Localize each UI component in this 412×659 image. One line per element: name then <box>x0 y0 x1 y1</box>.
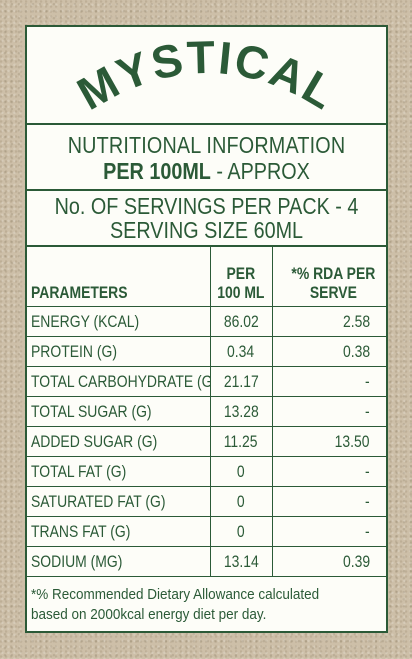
table-row: TOTAL CARBOHYDRATE (G) 21.17 - <box>27 366 386 397</box>
row-per100: 86.02 <box>223 311 259 331</box>
header-per-line2: 100 ML <box>217 283 265 302</box>
row-param: TOTAL CARBOHYDRATE (G) <box>31 371 210 391</box>
header-rda-line2: SERVE <box>309 283 357 302</box>
nutrition-info-basis: PER 100ML - APPROX <box>52 158 361 184</box>
table-header-row: PARAMETERS PER 100 ML *% RDA PER SERVE <box>27 247 386 307</box>
brand-section: MYSTICAL <box>27 27 386 125</box>
footnote-line2: based on 2000kcal energy diet per day. <box>31 606 267 623</box>
row-rda: 13.50 <box>335 431 370 451</box>
row-rda: 2.58 <box>342 311 370 331</box>
row-per100: 13.14 <box>223 551 259 571</box>
table-row: PROTEIN (G) 0.34 0.38 <box>27 336 386 367</box>
row-rda: - <box>365 461 370 481</box>
row-rda: 0.38 <box>342 341 370 361</box>
row-per100: 21.17 <box>223 371 259 391</box>
row-rda: - <box>365 521 370 541</box>
row-rda: - <box>365 401 370 421</box>
table-row: TOTAL FAT (G) 0 - <box>27 456 386 487</box>
brand-name: MYSTICAL <box>68 33 343 117</box>
brand-logo: MYSTICAL <box>68 33 345 117</box>
table-row: ENERGY (KCAL) 86.02 2.58 <box>27 306 386 337</box>
row-param: SATURATED FAT (G) <box>31 491 166 511</box>
table-row: TOTAL SUGAR (G) 13.28 - <box>27 396 386 427</box>
row-param: ENERGY (KCAL) <box>31 311 140 331</box>
basis-bold: PER 100ML <box>103 158 211 184</box>
header-per-100ml: PER 100 ML <box>210 247 273 307</box>
nutrition-table: PARAMETERS PER 100 ML *% RDA PER SERVE ENE… <box>27 247 386 577</box>
row-param: ADDED SUGAR (G) <box>31 431 158 451</box>
table-row: ADDED SUGAR (G) 11.25 13.50 <box>27 426 386 457</box>
table-row: SATURATED FAT (G) 0 - <box>27 486 386 517</box>
header-parameters: PARAMETERS <box>27 247 211 307</box>
row-per100: 11.25 <box>224 431 258 451</box>
header-rda: *% RDA PER SERVE <box>272 247 386 307</box>
row-per100: 0.34 <box>227 341 255 361</box>
table-row: TRANS FAT (G) 0 - <box>27 516 386 547</box>
header-per-line1: PER <box>226 264 256 283</box>
svg-text:MYSTICAL: MYSTICAL <box>68 33 345 117</box>
row-rda: - <box>365 491 370 511</box>
row-per100: 0 <box>237 521 245 541</box>
row-per100: 13.28 <box>223 401 259 421</box>
servings-per-pack: No. OF SERVINGS PER PACK - 4 <box>54 193 359 219</box>
row-param: SODIUM (MG) <box>31 551 123 571</box>
row-per100: 0 <box>237 491 245 511</box>
table-row: SODIUM (MG) 13.14 0.39 <box>27 546 386 577</box>
nutrition-info-header: NUTRITIONAL INFORMATION PER 100ML - APPR… <box>27 125 386 191</box>
nutrition-info-title: NUTRITIONAL INFORMATION <box>67 132 346 158</box>
nutrition-label: MYSTICAL NUTRITIONAL INFORMATION PER 100… <box>25 25 388 633</box>
row-per100: 0 <box>237 461 245 481</box>
header-rda-line1: *% RDA PER <box>290 264 375 283</box>
row-param: TRANS FAT (G) <box>31 521 131 541</box>
row-param: TOTAL SUGAR (G) <box>31 401 152 421</box>
basis-rest: - APPROX <box>210 158 310 184</box>
row-rda: - <box>365 371 370 391</box>
footnote: *% Recommended Dietary Allowance calcula… <box>27 577 386 625</box>
servings-section: No. OF SERVINGS PER PACK - 4 SERVING SIZ… <box>27 191 386 247</box>
footnote-line1: *% Recommended Dietary Allowance calcula… <box>31 586 320 603</box>
serving-size: SERVING SIZE 60ML <box>109 217 304 243</box>
row-param: PROTEIN (G) <box>31 341 117 361</box>
row-param: TOTAL FAT (G) <box>31 461 127 481</box>
row-rda: 0.39 <box>342 551 370 571</box>
